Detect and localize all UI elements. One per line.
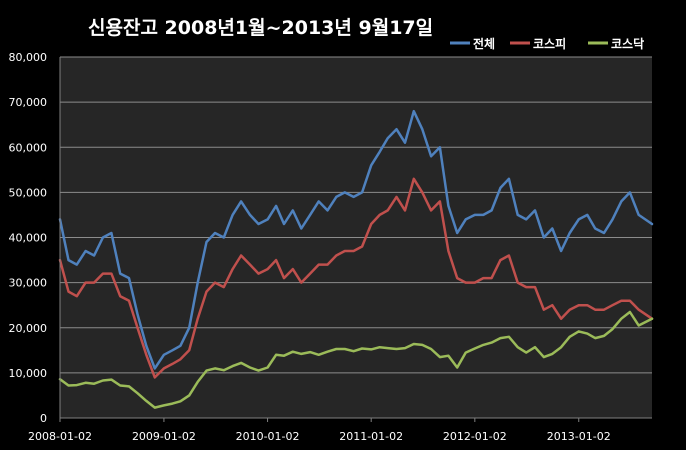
x-tick-label: 2010-01-02	[236, 430, 300, 443]
y-tick-label: 60,000	[9, 141, 48, 154]
y-tick-label: 80,000	[9, 51, 48, 64]
y-tick-label: 10,000	[9, 367, 48, 380]
y-tick-label: 0	[40, 412, 47, 425]
legend-label-1: 코스피	[533, 36, 566, 51]
legend-label-0: 전체	[473, 36, 495, 51]
grid-lines	[60, 56, 652, 374]
series-line-1	[58, 177, 654, 379]
y-tick-label: 50,000	[9, 186, 48, 199]
y-tick-label: 30,000	[9, 277, 48, 290]
x-tick-label: 2011-01-02	[339, 430, 403, 443]
legend-label-2: 코스닥	[611, 36, 644, 51]
chart-title: 신용잔고 2008년1월~2013년 9월17일	[88, 17, 433, 39]
legend: 전체 코스피 코스닥	[450, 36, 644, 51]
x-tick-label: 2008-01-02	[28, 430, 92, 443]
series-line-0	[58, 109, 654, 370]
y-tick-label: 20,000	[9, 322, 48, 335]
y-tick-label: 40,000	[9, 232, 48, 245]
y-axis-tick-labels: 0 10,000 20,000 30,000 40,000 50,000 60,000 70,…	[9, 51, 48, 425]
x-axis-tick-labels: 2008-01-02 2009-01-02 2010-01-02 2011-01-02…	[28, 418, 611, 443]
y-tick-label: 70,000	[9, 96, 48, 109]
x-tick-label: 2012-01-02	[443, 430, 507, 443]
series-line-2	[58, 310, 654, 409]
series-lines	[58, 109, 654, 409]
x-tick-label: 2009-01-02	[132, 430, 196, 443]
x-tick-label: 2013-01-02	[547, 430, 611, 443]
